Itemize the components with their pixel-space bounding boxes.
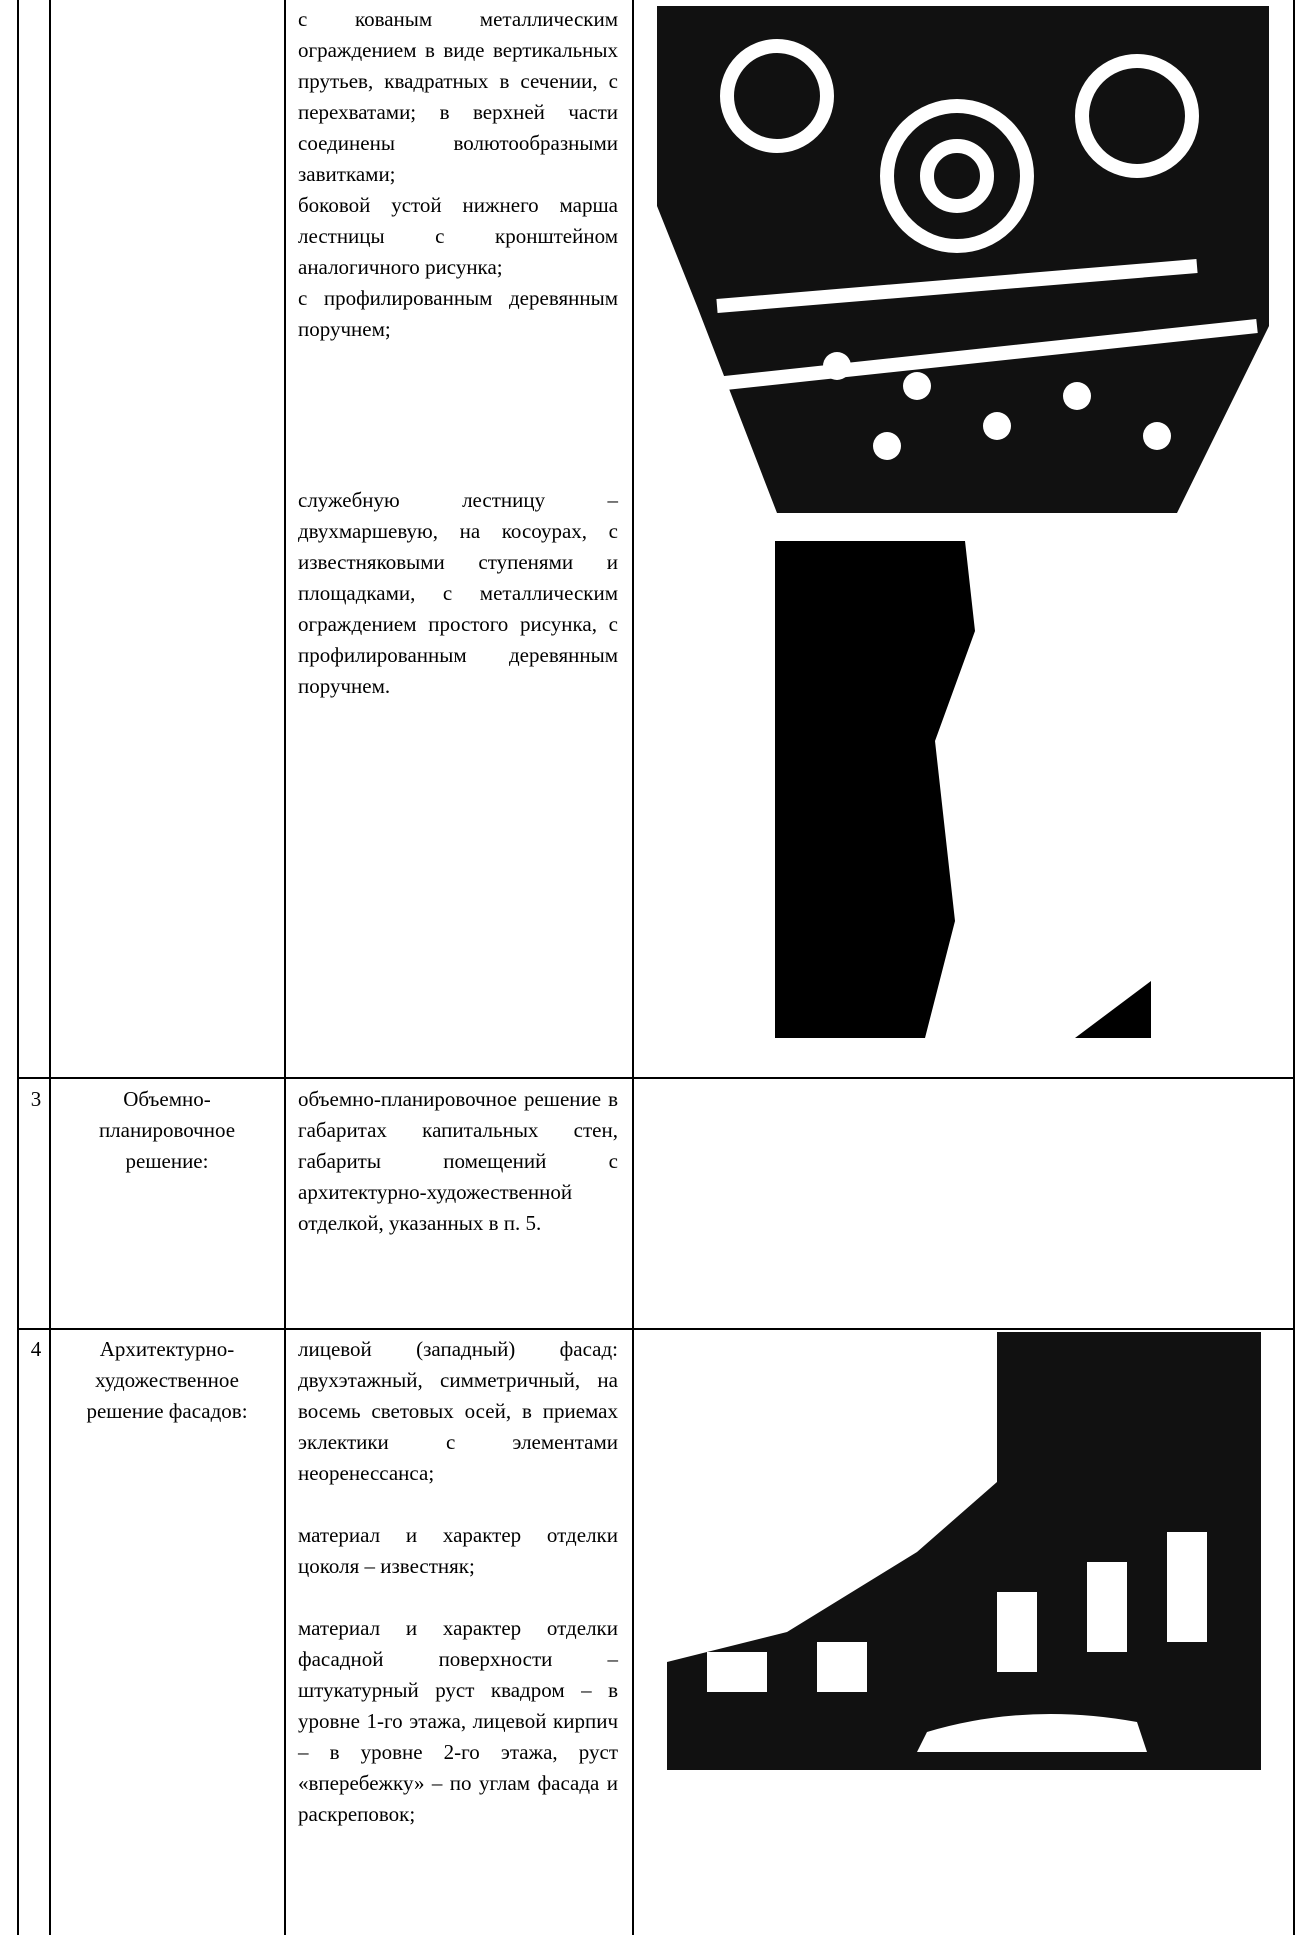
border [17, 0, 19, 1935]
paragraph: с профилированным деревянным поручнем; [298, 286, 618, 341]
border [49, 0, 51, 1935]
border [17, 1328, 1294, 1330]
row-name: Объемно-планировочное решение: [98, 1087, 236, 1173]
row-name: Архитектурно-художественное решение фаса… [86, 1337, 248, 1423]
border [284, 0, 286, 1935]
border [632, 0, 634, 1935]
description: лицевой (западный) фасад: двухэтажный, с… [298, 1334, 618, 1830]
photo [657, 6, 1269, 513]
photo [667, 1332, 1261, 1770]
paragraph: лицевой (западный) фасад: двухэтажный, с… [298, 1337, 618, 1485]
paragraph: материал и характер отделки фасадной пов… [298, 1616, 618, 1826]
border [17, 1077, 1294, 1079]
row-number: 4 [30, 1337, 42, 1361]
paragraph: с кованым металлическим ограждением в ви… [298, 7, 618, 186]
paragraph: объемно-планировочное решение в габарита… [298, 1087, 618, 1235]
border [1293, 0, 1295, 1935]
paragraph: боковой устой нижнего марша лестницы с к… [298, 193, 618, 279]
row-number: 3 [30, 1087, 42, 1111]
description: с кованым металлическим ограждением в ви… [298, 4, 618, 702]
photo [775, 541, 1151, 1038]
description: объемно-планировочное решение в габарита… [298, 1084, 618, 1239]
paragraph: материал и характер отделки цоколя – изв… [298, 1523, 618, 1578]
paragraph: служебную лестницу – двухмаршевую, на ко… [298, 488, 618, 698]
